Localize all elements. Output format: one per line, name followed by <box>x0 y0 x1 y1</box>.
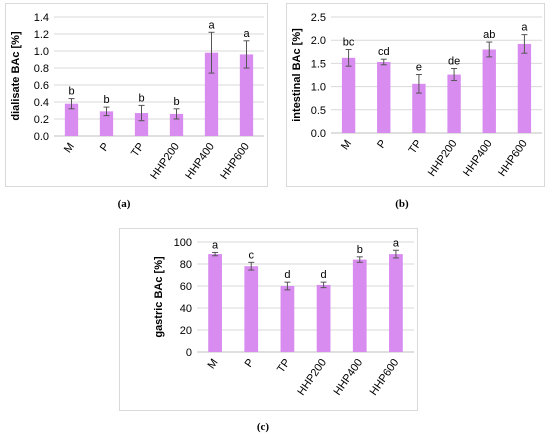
chart-panel-a: 0.0 0.2 0.4 0.6 0.8 1.0 1.2 1.4 dialisate BAc [%… <box>5 3 268 187</box>
significance-label: a <box>212 239 219 251</box>
significance-label: b <box>103 94 109 106</box>
significance-label: e <box>416 62 422 74</box>
y-tick-label: 20 <box>180 325 192 337</box>
significance-label: a <box>521 22 528 34</box>
bar <box>204 52 219 137</box>
x-tick-label: M <box>205 357 220 371</box>
y-axis-label: gastric BAc [%] <box>153 256 165 338</box>
y-tick-label: 1.0 <box>34 46 49 58</box>
significance-label: a <box>208 19 215 31</box>
significance-label: bc <box>343 36 355 48</box>
bar <box>239 54 254 136</box>
y-tick-label: 1.4 <box>34 12 49 24</box>
bar <box>134 113 149 136</box>
caption-c: (c) <box>256 421 270 433</box>
chart-a-svg: 0.0 0.2 0.4 0.6 0.8 1.0 1.2 1.4 dialisate BAc [%… <box>10 12 264 182</box>
bar <box>244 266 259 352</box>
x-tick-label: P <box>243 357 257 370</box>
significance-label: b <box>173 96 179 108</box>
bar <box>316 284 331 352</box>
significance-label: b <box>68 86 74 98</box>
x-tick-label: TP <box>129 141 147 159</box>
bar <box>389 254 403 352</box>
y-tick-label: 0.8 <box>34 63 49 75</box>
y-tick-label: 80 <box>180 259 192 271</box>
bar <box>64 103 79 136</box>
y-tick-label: 1.2 <box>34 29 49 41</box>
bar <box>169 113 184 136</box>
y-tick-label: 2.5 <box>311 12 326 24</box>
significance-label: a <box>393 237 400 249</box>
x-tick-label: HHP600 <box>218 141 252 182</box>
y-tick-label: 0.0 <box>311 128 326 140</box>
x-tick-label: HHP200 <box>295 357 329 398</box>
chart-c-svg: 0 20 40 60 80 100 gastric BAc [%] a Mc Pd TP d HHP20… <box>153 237 414 398</box>
y-axis-label: dialisate BAc [%] <box>10 31 22 121</box>
caption-b: (b) <box>395 198 409 210</box>
x-tick-label: HHP200 <box>148 141 182 182</box>
y-tick-label: 60 <box>180 281 192 293</box>
x-tick-label: P <box>375 138 389 151</box>
y-tick-label: 0.5 <box>311 105 326 117</box>
bar <box>352 259 367 352</box>
bar <box>482 49 496 134</box>
chart-b-svg: 0.0 0.5 1.0 1.5 2.0 2.5 intestinal BAc [%] bc Mc… <box>291 12 542 179</box>
y-tick-label: 100 <box>174 237 192 249</box>
x-tick-label: HHP400 <box>183 141 217 182</box>
significance-label: b <box>138 92 144 104</box>
bar <box>280 286 295 352</box>
y-axis-label: intestinal BAc [%] <box>291 28 303 122</box>
significance-label: d <box>321 269 327 281</box>
x-tick-label: TP <box>406 138 424 156</box>
y-tick-label: 0.4 <box>34 97 49 109</box>
y-tick-label: 40 <box>180 303 192 315</box>
significance-label: cd <box>378 46 390 58</box>
x-tick-label: M <box>339 138 354 152</box>
bar <box>208 254 222 352</box>
y-tick-label: 0.2 <box>34 114 49 126</box>
x-tick-label: TP <box>275 357 293 375</box>
x-tick-label: HHP400 <box>461 138 495 179</box>
y-tick-label: 2.0 <box>311 35 326 47</box>
significance-label: de <box>448 56 460 68</box>
y-tick-label: 1.0 <box>311 82 326 94</box>
x-tick-label: HHP400 <box>332 357 366 398</box>
y-tick-label: 1.5 <box>311 58 326 70</box>
significance-label: ab <box>483 29 495 41</box>
caption-a: (a) <box>117 198 131 210</box>
bar <box>377 62 391 134</box>
x-tick-label: HHP600 <box>496 138 530 179</box>
bar <box>99 111 114 136</box>
bar <box>447 74 461 133</box>
bar <box>341 57 356 133</box>
x-tick-label: P <box>98 141 112 154</box>
significance-label: a <box>243 28 250 40</box>
y-tick-label: 0 <box>186 347 192 359</box>
y-tick-label: 0.6 <box>34 80 49 92</box>
significance-label: d <box>284 269 290 281</box>
x-tick-label: HHP200 <box>426 138 460 179</box>
significance-label: c <box>249 249 255 261</box>
bar <box>412 83 426 133</box>
bar <box>517 43 532 133</box>
x-tick-label: M <box>62 141 77 155</box>
x-tick-label: HHP600 <box>368 357 402 398</box>
y-tick-label: 0.0 <box>34 131 49 143</box>
significance-label: b <box>357 244 363 256</box>
